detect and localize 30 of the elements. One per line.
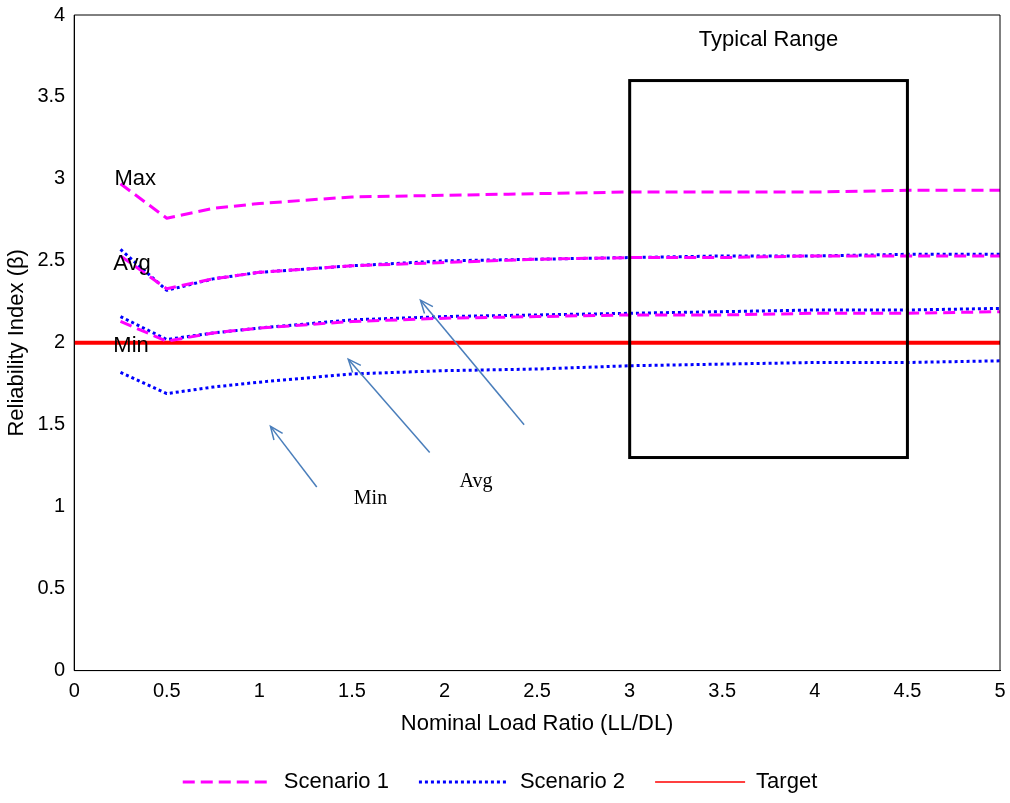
annotation: Max [114,164,157,190]
y-tick-label: 2.5 [37,248,66,271]
annotation: Typical Range [698,25,839,51]
x-tick-label: 0.5 [152,679,181,702]
y-tick-label: 3 [54,166,66,189]
y-tick-label: 3.5 [37,84,66,107]
x-tick-label: 2 [438,679,451,702]
legend-label: Scenario 2 [519,768,626,794]
y-tick-label: 1.5 [37,412,66,435]
x-tick-label: 0 [68,679,80,702]
y-tick-label: 0 [54,658,66,681]
annotation: Min [353,485,388,508]
y-axis-title: Reliability Index (β) [3,249,29,437]
x-tick-label: 3.5 [708,679,737,702]
y-tick-label: 0.5 [37,576,66,599]
y-tick-label: 2 [54,330,66,353]
line-series [118,359,1000,396]
x-tick-label: 4.5 [893,679,922,702]
legend-label: Scenario 1 [283,768,389,794]
x-tick-label: 5 [994,679,1006,702]
y-tick-label: 1 [54,494,66,517]
annotation: Avg [459,469,493,493]
legend-label: Target [756,768,818,794]
x-tick-label: 4 [809,679,821,702]
x-axis-title: Nominal Load Ratio (LL/DL) [400,709,674,735]
x-tick-label: 1 [253,679,265,702]
x-tick-label: 2.5 [523,679,552,702]
x-tick-label: 1.5 [338,679,366,702]
x-tick-label: 3 [624,679,636,702]
y-tick-label: 4 [54,2,66,25]
